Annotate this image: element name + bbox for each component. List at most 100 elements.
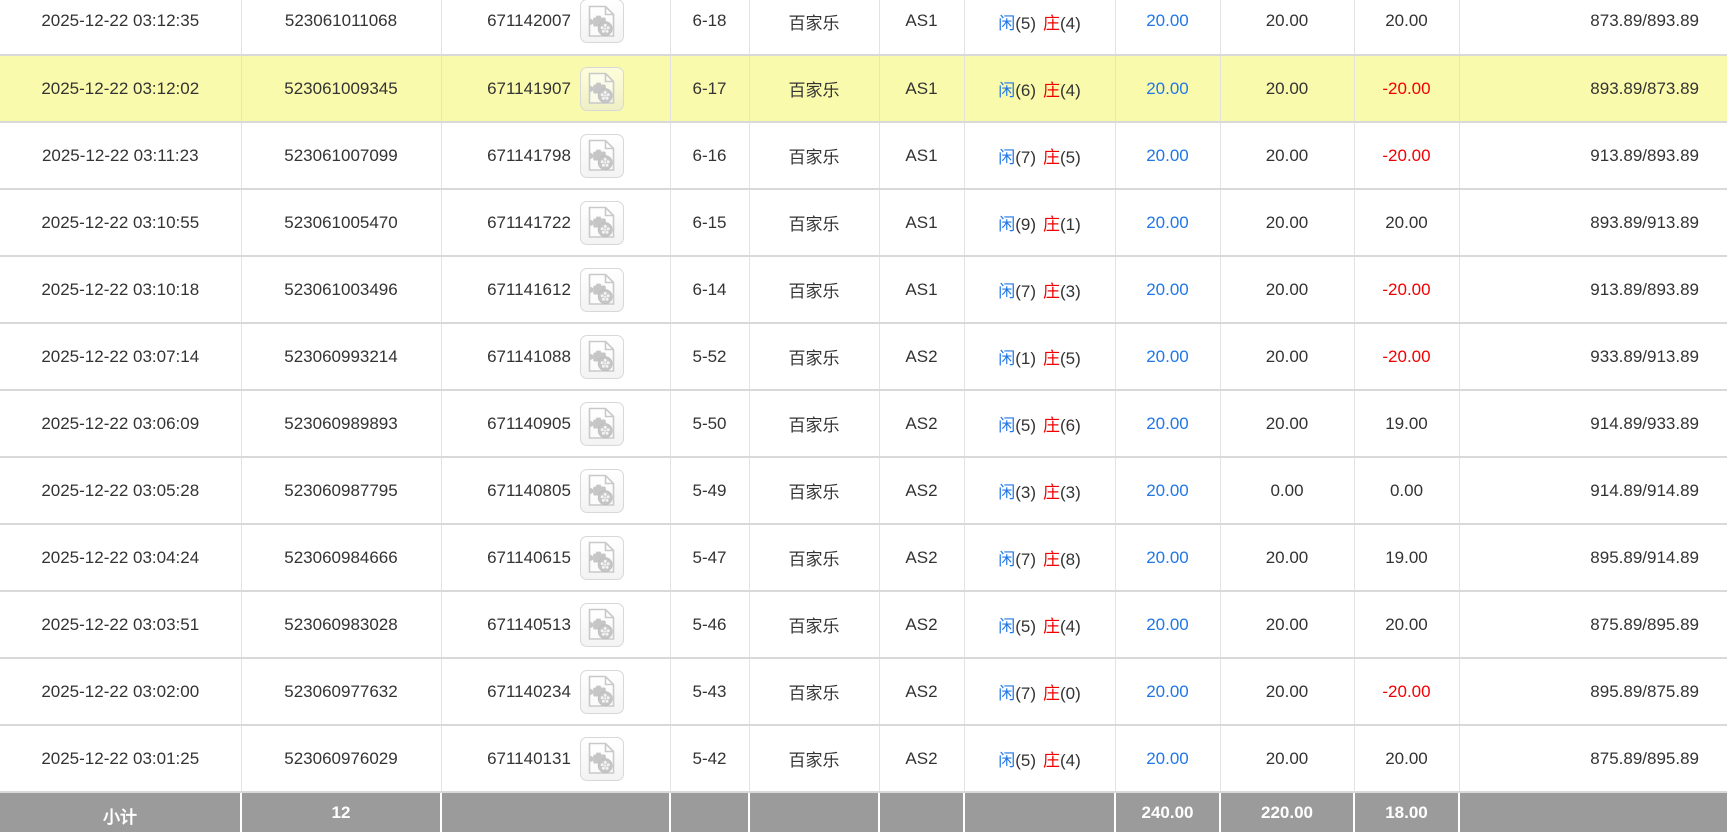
cell-round-id: 671141088	[441, 323, 671, 391]
video-replay-button[interactable]	[579, 66, 624, 111]
subtotal-empty-round	[670, 791, 750, 832]
cell-balance: 914.89/914.89	[1459, 457, 1727, 525]
cell-table: AS1	[879, 55, 965, 123]
video-replay-button[interactable]	[579, 267, 624, 312]
video-replay-button[interactable]	[579, 736, 624, 781]
banker-score: (0)	[1060, 684, 1081, 703]
video-replay-button[interactable]	[579, 0, 624, 43]
player-label: 闲	[998, 483, 1016, 502]
banker-score: (1)	[1060, 215, 1081, 234]
banker-label: 庄	[1043, 416, 1060, 435]
cell-table: AS2	[879, 390, 965, 458]
cell-game: 百家乐	[749, 122, 880, 190]
subtotal-label: 小计	[0, 791, 242, 832]
cell-time: 2025-12-22 03:07:14	[0, 323, 242, 391]
subtotal-empty-game	[749, 791, 880, 832]
banker-label: 庄	[1043, 282, 1060, 301]
video-replay-button[interactable]	[579, 401, 624, 446]
cell-win-loss: 0.00	[1354, 457, 1460, 525]
video-replay-button[interactable]	[579, 669, 624, 714]
round-id-text: 671141798	[487, 145, 571, 165]
player-label: 闲	[998, 751, 1016, 770]
cell-bet-id: 523060977632	[241, 658, 442, 726]
cell-balance: 895.89/914.89	[1459, 524, 1727, 592]
table-row[interactable]: 2025-12-22 03:01:25 523060976029 6711401…	[0, 725, 1727, 793]
cell-round: 5-52	[670, 323, 750, 391]
player-label: 闲	[998, 148, 1016, 167]
cell-round-id: 671140905	[441, 390, 671, 458]
video-replay-button[interactable]	[579, 200, 624, 245]
subtotal-valid-total: 220.00	[1220, 791, 1355, 832]
table-row[interactable]: 2025-12-22 03:06:09 523060989893 6711409…	[0, 390, 1727, 458]
banker-label: 庄	[1043, 617, 1060, 636]
table-row[interactable]: 2025-12-22 03:05:28 523060987795 6711408…	[0, 457, 1727, 525]
cell-balance: 893.89/913.89	[1459, 189, 1727, 257]
table-row[interactable]: 2025-12-22 03:10:18 523061003496 6711416…	[0, 256, 1727, 324]
cell-round-id: 671140234	[441, 658, 671, 726]
video-file-icon	[589, 608, 615, 640]
video-file-icon	[589, 474, 615, 506]
cell-round-id: 671140615	[441, 524, 671, 592]
player-label: 闲	[998, 215, 1016, 234]
banker-label: 庄	[1043, 684, 1060, 703]
cell-balance: 875.89/895.89	[1459, 725, 1727, 793]
table-row[interactable]: 2025-12-22 03:04:24 523060984666 6711406…	[0, 524, 1727, 592]
subtotal-empty-round-id	[441, 791, 671, 832]
cell-win-loss: 20.00	[1354, 0, 1460, 56]
cell-round: 5-43	[670, 658, 750, 726]
cell-bet-amount: 20.00	[1115, 189, 1221, 257]
cell-balance: 933.89/913.89	[1459, 323, 1727, 391]
cell-valid-amount: 20.00	[1220, 55, 1355, 123]
table-footer: 小计 12 240.00 220.00 18.00	[0, 791, 1727, 832]
cell-table: AS2	[879, 725, 965, 793]
table-row[interactable]: 2025-12-22 03:03:51 523060983028 6711405…	[0, 591, 1727, 659]
table-row[interactable]: 2025-12-22 03:12:02 523061009345 6711419…	[0, 55, 1727, 123]
banker-label: 庄	[1043, 349, 1060, 368]
cell-time: 2025-12-22 03:01:25	[0, 725, 242, 793]
cell-time: 2025-12-22 03:12:02	[0, 55, 242, 123]
cell-round: 6-18	[670, 0, 750, 56]
cell-round-id: 671141612	[441, 256, 671, 324]
cell-round: 6-16	[670, 122, 750, 190]
cell-win-loss: 20.00	[1354, 591, 1460, 659]
video-file-icon	[589, 340, 615, 372]
cell-bet-id: 523061007099	[241, 122, 442, 190]
cell-round: 5-46	[670, 591, 750, 659]
subtotal-empty-result	[964, 791, 1116, 832]
subtotal-empty-balance	[1459, 791, 1727, 832]
banker-score: (8)	[1060, 550, 1081, 569]
cell-balance: 913.89/893.89	[1459, 122, 1727, 190]
player-score: (5)	[1015, 751, 1036, 770]
cell-win-loss: -20.00	[1354, 55, 1460, 123]
cell-balance: 873.89/893.89	[1459, 0, 1727, 56]
cell-bet-id: 523060976029	[241, 725, 442, 793]
table-row[interactable]: 2025-12-22 03:07:14 523060993214 6711410…	[0, 323, 1727, 391]
cell-game: 百家乐	[749, 725, 880, 793]
video-file-icon	[589, 206, 615, 238]
cell-win-loss: 19.00	[1354, 390, 1460, 458]
table-row[interactable]: 2025-12-22 03:10:55 523061005470 6711417…	[0, 189, 1727, 257]
cell-game: 百家乐	[749, 189, 880, 257]
cell-time: 2025-12-22 03:02:00	[0, 658, 242, 726]
round-id-text: 671142007	[487, 11, 571, 30]
video-replay-button[interactable]	[579, 133, 624, 178]
banker-score: (4)	[1060, 81, 1081, 100]
video-replay-button[interactable]	[579, 334, 624, 379]
video-replay-button[interactable]	[579, 602, 624, 647]
video-replay-button[interactable]	[579, 535, 624, 580]
player-score: (6)	[1015, 81, 1036, 100]
video-replay-button[interactable]	[579, 468, 624, 513]
table-row[interactable]: 2025-12-22 03:11:23 523061007099 6711417…	[0, 122, 1727, 190]
cell-round-id: 671141722	[441, 189, 671, 257]
cell-time: 2025-12-22 03:10:18	[0, 256, 242, 324]
table-row[interactable]: 2025-12-22 03:02:00 523060977632 6711402…	[0, 658, 1727, 726]
round-id-text: 671141722	[487, 212, 571, 232]
cell-valid-amount: 20.00	[1220, 0, 1355, 56]
round-id-text: 671140234	[487, 681, 571, 701]
cell-table: AS2	[879, 658, 965, 726]
cell-bet-id: 523061011068	[241, 0, 442, 56]
cell-round: 6-17	[670, 55, 750, 123]
cell-table: AS1	[879, 122, 965, 190]
cell-time: 2025-12-22 03:03:51	[0, 591, 242, 659]
table-row[interactable]: 2025-12-22 03:12:35 523061011068 6711420…	[0, 0, 1727, 56]
